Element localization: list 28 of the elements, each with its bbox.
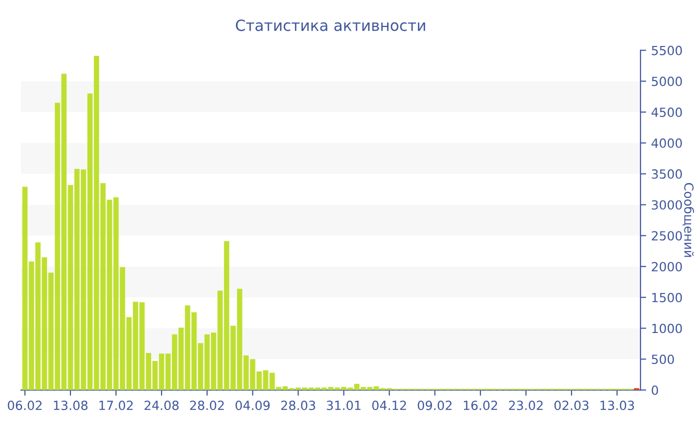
y-tick-label: 2500 [652, 231, 682, 241]
x-tick-label: 13.03 [600, 400, 634, 410]
x-tick-label: 04.12 [372, 400, 406, 410]
x-tick-label: 17.02 [99, 400, 133, 410]
x-tick-label: 04.09 [236, 400, 270, 410]
x-tick-label: 16.02 [464, 400, 498, 410]
x-tick-label: 28.03 [281, 400, 316, 410]
x-tick-label: 23.02 [508, 400, 543, 410]
x-tick-label: 31.01 [326, 400, 361, 410]
x-tick-label: 09.02 [418, 400, 452, 410]
x-tick-label: 02.03 [554, 400, 588, 410]
chart-title: Статистика активности [236, 20, 426, 32]
y-tick-label: 4000 [652, 138, 682, 148]
y-tick-label: 1000 [652, 324, 682, 334]
x-tick-label: 24.08 [144, 400, 179, 410]
x-tick-label: 28.02 [190, 400, 224, 410]
y-tick-label: 3000 [652, 200, 682, 210]
y-tick-label: 5500 [652, 46, 682, 56]
y-tick-label: 0 [652, 385, 658, 395]
y-axis-title: Сообщений [682, 183, 694, 257]
y-tick-label: 5000 [652, 76, 682, 86]
y-tick-label: 3500 [652, 169, 682, 179]
y-tick-label: 1500 [652, 292, 682, 302]
y-tick-label: 500 [652, 354, 674, 364]
y-tick-label: 4500 [652, 108, 682, 117]
x-tick-label: 13.08 [54, 400, 88, 410]
x-tick-label: 06.02 [8, 400, 42, 410]
y-tick-label: 2000 [652, 262, 682, 272]
